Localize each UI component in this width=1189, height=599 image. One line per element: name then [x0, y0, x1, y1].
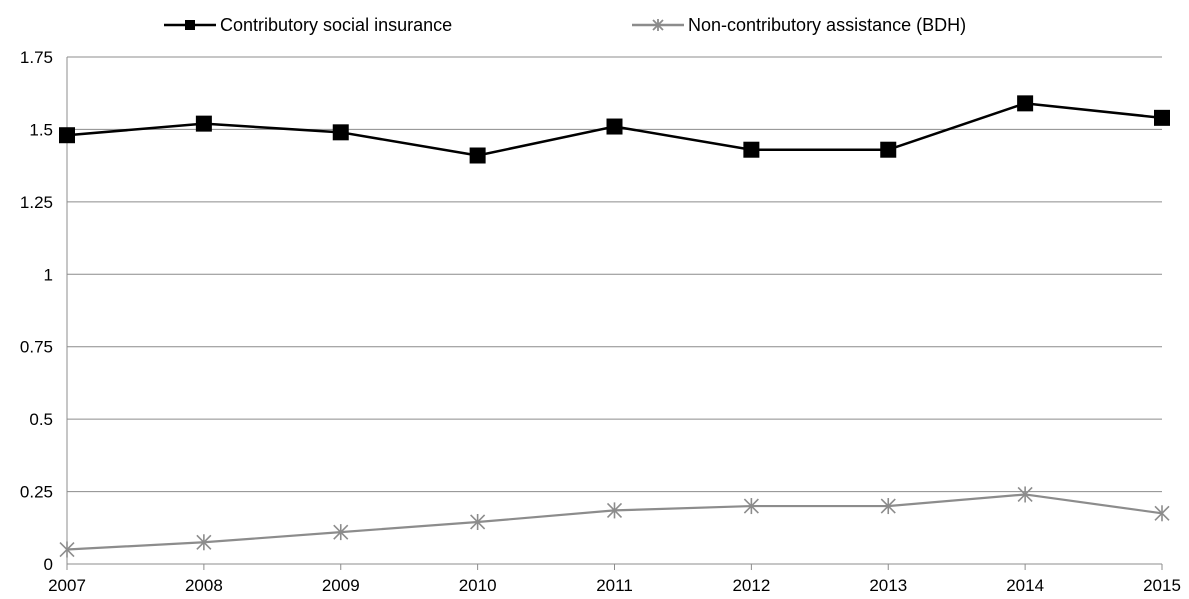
x-tick-label: 2011	[596, 576, 633, 595]
data-point-star	[1017, 486, 1033, 503]
data-point-star	[59, 541, 75, 558]
data-point-square	[195, 115, 212, 132]
x-tick-label: 2014	[1006, 576, 1044, 595]
legend: Contributory social insurance Non-contri…	[164, 15, 966, 35]
series-2	[59, 486, 1170, 558]
data-point-square	[332, 124, 349, 141]
y-tick-label: 1	[44, 265, 53, 284]
x-tick-label: 2007	[48, 576, 86, 595]
y-tick-label: 1.25	[20, 193, 53, 212]
data-point-square	[606, 118, 623, 135]
y-tick-label: 0	[44, 555, 53, 574]
data-point-star	[470, 513, 486, 530]
y-tick-label: 1.5	[29, 120, 53, 139]
data-point-star	[333, 524, 349, 541]
y-tick-label: 0.5	[29, 410, 53, 429]
legend-star-marker	[652, 19, 664, 31]
y-tick-label: 1.75	[20, 48, 53, 67]
x-tick-label: 2010	[459, 576, 497, 595]
data-point-star	[1154, 505, 1170, 522]
legend-square-marker	[185, 20, 195, 30]
legend-item-noncontributory: Non-contributory assistance (BDH)	[632, 15, 966, 35]
series-1	[59, 95, 1170, 164]
y-tick-label: 0.25	[20, 483, 53, 502]
legend-item-contributory: Contributory social insurance	[164, 15, 452, 35]
data-point-star	[743, 498, 759, 515]
data-point-square	[1154, 109, 1170, 126]
x-tick-label: 2009	[322, 576, 360, 595]
data-point-star	[880, 498, 896, 515]
data-point-square	[743, 141, 760, 158]
data-point-square	[469, 147, 486, 164]
x-tick-label: 2012	[732, 576, 770, 595]
data-point-square	[1017, 95, 1034, 112]
x-tick-label: 2013	[869, 576, 907, 595]
series-lines	[59, 95, 1170, 558]
x-tick-label: 2008	[185, 576, 223, 595]
x-tick-label: 2015	[1143, 576, 1181, 595]
data-point-square	[59, 127, 75, 144]
legend-label-contributory: Contributory social insurance	[220, 15, 452, 35]
data-point-star	[196, 534, 212, 551]
y-tick-label: 0.75	[20, 338, 53, 357]
data-point-star	[606, 502, 623, 519]
legend-label-noncontributory: Non-contributory assistance (BDH)	[688, 15, 966, 35]
data-point-square	[880, 141, 897, 158]
axes: 0 0.25 0.5 0.75 1 1.25 1.5 1.75 2007 2008 2009 2010…	[20, 48, 1181, 595]
